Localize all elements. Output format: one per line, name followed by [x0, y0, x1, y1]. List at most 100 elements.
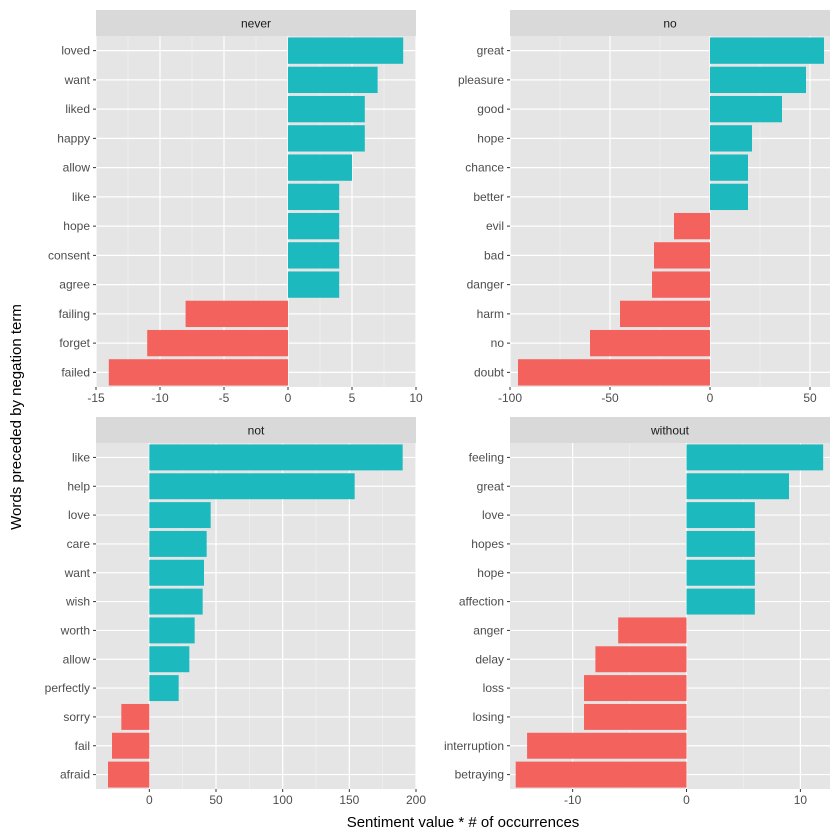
- bar-good: [710, 95, 782, 123]
- y-tick-label: fail: [75, 739, 90, 753]
- x-tick-label: -50: [601, 391, 619, 405]
- y-tick-label: loss: [483, 681, 504, 695]
- x-tick-label: -100: [498, 391, 522, 405]
- x-tick-label: -15: [87, 391, 105, 405]
- y-tick-label: hopes: [471, 537, 504, 551]
- y-tick-label: want: [64, 73, 91, 87]
- y-tick-label: liked: [65, 102, 90, 116]
- bar-agree: [288, 271, 340, 298]
- x-axis-title: Sentiment value * # of occurrences: [347, 814, 580, 831]
- bar-worth: [149, 617, 195, 644]
- bar-doubt: [518, 359, 710, 386]
- bar-interruption: [527, 732, 687, 759]
- bar-affection: [686, 588, 755, 615]
- bar-consent: [288, 242, 340, 269]
- y-tick-label: like: [72, 190, 90, 204]
- x-tick-label: 10: [409, 391, 423, 405]
- y-tick-label: help: [67, 479, 90, 493]
- panel-background: [510, 443, 830, 789]
- y-tick-label: affection: [459, 595, 504, 609]
- bar-like: [149, 444, 403, 471]
- facet-panel-never: never loved want liked happy allow like hope con…: [48, 10, 423, 405]
- bar-hope: [686, 559, 755, 586]
- bar-allow: [288, 154, 352, 181]
- y-tick-label: interruption: [444, 739, 504, 753]
- facet-panel-no: no great pleasure good hope chance better evil b…: [458, 10, 830, 405]
- facet-panel-without: without feeling great love hopes hope affectio…: [444, 417, 830, 807]
- x-tick-label: 50: [209, 793, 223, 807]
- facet-strip: [96, 10, 416, 36]
- bar-want: [288, 66, 378, 94]
- x-tick-label: 0: [285, 391, 292, 405]
- bar-harm: [620, 300, 710, 328]
- bar-love: [686, 502, 755, 529]
- x-tick-label: -10: [564, 793, 582, 807]
- y-tick-label: betraying: [455, 768, 504, 782]
- x-tick-label: 50: [803, 391, 817, 405]
- bar-allow: [149, 646, 190, 673]
- x-tick-label: 100: [273, 793, 293, 807]
- y-tick-label: happy: [57, 131, 90, 145]
- bar-bad: [654, 242, 710, 269]
- bar-sorry: [121, 703, 150, 730]
- y-tick-label: good: [477, 102, 504, 116]
- bar-great: [686, 473, 790, 500]
- bar-love: [149, 502, 211, 529]
- bar-anger: [618, 617, 687, 644]
- y-tick-label: forget: [59, 336, 90, 350]
- bar-afraid: [108, 761, 150, 788]
- bar-evil: [674, 212, 710, 240]
- y-tick-label: delay: [475, 652, 504, 666]
- x-tick-label: -5: [219, 391, 230, 405]
- facet-strip-label: without: [650, 424, 690, 438]
- bar-help: [149, 473, 355, 500]
- y-tick-label: consent: [48, 248, 91, 262]
- panel-background: [510, 36, 830, 387]
- y-tick-label: agree: [59, 278, 90, 292]
- y-tick-label: hope: [477, 131, 504, 145]
- x-tick-label: 0: [707, 391, 714, 405]
- bar-hope: [710, 125, 752, 152]
- y-tick-label: pleasure: [458, 73, 504, 87]
- bar-betraying: [515, 761, 687, 788]
- facet-strip: [510, 10, 830, 36]
- bar-losing: [584, 703, 687, 730]
- y-tick-label: feeling: [469, 450, 504, 464]
- y-tick-label: worth: [60, 623, 90, 637]
- facet-strip-label: not: [248, 424, 265, 438]
- y-tick-label: failed: [61, 365, 90, 379]
- bar-care: [149, 530, 207, 557]
- y-tick-label: perfectly: [45, 681, 90, 695]
- bar-great: [710, 37, 824, 64]
- bar-danger: [652, 271, 710, 298]
- y-tick-label: care: [67, 537, 91, 551]
- x-tick-label: -10: [151, 391, 169, 405]
- y-tick-label: hope: [63, 219, 90, 233]
- bar-happy: [288, 125, 365, 152]
- bar-loss: [584, 675, 687, 702]
- y-tick-label: sorry: [63, 710, 90, 724]
- y-tick-label: anger: [473, 623, 504, 637]
- facet-panel-not: not like help love care want wish worth allow per…: [45, 417, 426, 807]
- bar-hope: [288, 212, 340, 240]
- bar-want: [149, 559, 204, 586]
- y-tick-label: want: [64, 566, 91, 580]
- facet-strip-label: no: [663, 17, 677, 31]
- y-tick-label: chance: [465, 161, 504, 175]
- y-tick-label: great: [477, 479, 505, 493]
- bar-fail: [112, 732, 150, 759]
- bar-failing: [185, 300, 288, 328]
- x-tick-label: 200: [406, 793, 426, 807]
- y-tick-label: wish: [65, 595, 90, 609]
- bar-failed: [108, 359, 288, 386]
- y-tick-label: love: [482, 508, 504, 522]
- y-tick-label: evil: [486, 219, 504, 233]
- y-tick-label: losing: [473, 710, 504, 724]
- y-tick-label: afraid: [60, 768, 90, 782]
- facet-strip: [510, 417, 830, 443]
- y-tick-label: great: [477, 44, 505, 58]
- y-tick-label: love: [68, 508, 90, 522]
- y-axis-title: Words preceded by negation term: [8, 304, 25, 530]
- bar-delay: [595, 646, 687, 673]
